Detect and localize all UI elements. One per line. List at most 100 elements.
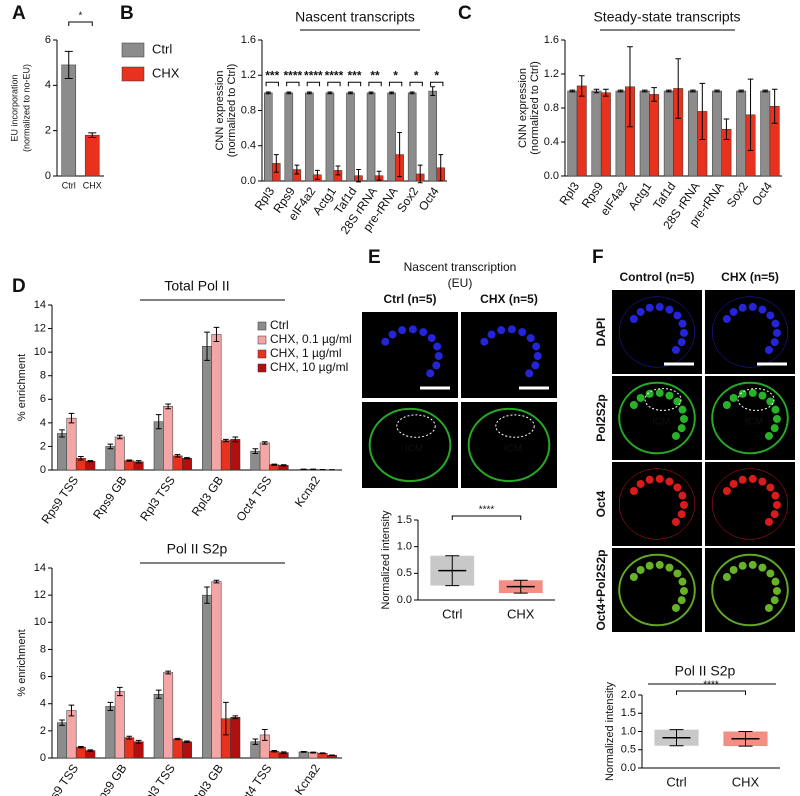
- bar: [124, 460, 135, 471]
- error-bar: [300, 750, 307, 753]
- x-tick-label: Rpl3 TSS: [137, 474, 178, 524]
- error-bar: [280, 464, 287, 467]
- nucleus: [729, 479, 738, 488]
- embryo-outline: [618, 468, 696, 540]
- embryo-outline: [368, 407, 452, 483]
- nucleus: [677, 510, 686, 519]
- sig-label: ***: [265, 68, 279, 82]
- micrograph: [362, 402, 458, 488]
- nucleus: [433, 342, 442, 351]
- error-bar: [68, 704, 75, 717]
- nucleus: [434, 352, 443, 361]
- y-tick-label: 0.5: [621, 744, 636, 756]
- x-tick-label: Oct4: [749, 179, 775, 208]
- chart-title: Pol II S2p: [167, 541, 228, 557]
- bar: [220, 440, 231, 471]
- error-bar: [294, 164, 300, 175]
- micrograph: [705, 548, 795, 632]
- bar: [172, 738, 183, 759]
- error-bar: [348, 91, 353, 95]
- error-bar: [165, 670, 171, 675]
- nucleus: [679, 414, 688, 423]
- bar: [366, 92, 376, 182]
- nucleus: [738, 389, 747, 398]
- y-axis-label: CNN expression: [214, 70, 226, 150]
- bar: [298, 751, 309, 759]
- bar: [124, 737, 135, 759]
- y-tick-label: 4: [40, 417, 46, 429]
- y-tick-label: 12: [34, 589, 46, 601]
- nucleus: [729, 393, 738, 402]
- legend-label: CHX, 10 µg/ml: [270, 360, 348, 374]
- y-tick-label: 0.0: [241, 175, 256, 187]
- error-bar: [569, 89, 576, 93]
- error-bar: [223, 438, 229, 443]
- image-row-label: Pol2S2p: [594, 394, 608, 441]
- error-bar: [747, 78, 754, 151]
- x-tick-label: Ctrl: [666, 774, 686, 789]
- error-bar: [165, 403, 171, 410]
- nucleus: [677, 338, 686, 347]
- bar: [84, 134, 100, 177]
- error-bar: [771, 88, 778, 124]
- nucleus: [671, 517, 680, 526]
- y-tick-label: 0: [40, 752, 46, 764]
- image-column-label: CHX (n=5): [480, 292, 538, 306]
- sig-bracket: [451, 515, 522, 520]
- bar: [663, 90, 674, 177]
- error-bar: [261, 441, 268, 445]
- nucleus: [678, 405, 687, 414]
- error-bar: [232, 715, 239, 720]
- nucleus: [678, 577, 687, 586]
- error-bar: [204, 331, 210, 361]
- legend-swatch: [257, 321, 267, 331]
- nucleus: [766, 311, 775, 320]
- x-tick-label: Sox2: [724, 179, 751, 210]
- error-bar: [314, 169, 320, 180]
- error-bar: [78, 455, 84, 461]
- nucleus: [738, 475, 747, 484]
- nucleus: [645, 475, 654, 484]
- x-tick-label: Rps9 TSS: [39, 762, 82, 796]
- error-bar: [87, 749, 94, 752]
- error-bar: [714, 89, 720, 93]
- nucleus: [748, 388, 757, 397]
- sig-label: ****: [283, 68, 302, 82]
- y-tick-label: 2.0: [621, 689, 636, 701]
- y-tick-label: 12: [34, 322, 46, 334]
- nucleus: [655, 560, 664, 569]
- nucleus: [764, 431, 773, 440]
- micrograph: [612, 462, 702, 546]
- error-bar: [593, 88, 600, 94]
- y-axis-label: Normalized intensity: [604, 681, 616, 781]
- bar: [211, 334, 222, 471]
- nucleus: [665, 563, 674, 572]
- x-tick-label: CHX: [732, 774, 760, 789]
- panel-header: Nascent transcription: [404, 260, 517, 274]
- x-tick-label: Sox2: [394, 184, 421, 215]
- bar: [182, 741, 192, 759]
- nucleus: [772, 500, 781, 509]
- embryo-outline: [618, 381, 696, 455]
- y-tick-label: 0.8: [544, 102, 559, 114]
- sig-bracket: [430, 81, 444, 87]
- y-tick-label: 10: [34, 346, 46, 358]
- error-bar: [252, 738, 259, 745]
- error-bar: [723, 118, 730, 140]
- y-tick-label: 2: [40, 440, 46, 452]
- nucleus: [758, 305, 767, 314]
- sig-bracket: [388, 81, 403, 87]
- nucleus: [729, 307, 738, 316]
- y-tick-label: 1.0: [397, 541, 412, 553]
- bar: [61, 64, 77, 177]
- nucleus: [645, 561, 654, 570]
- x-tick-label: Rps9 GB: [90, 762, 129, 796]
- chart-title: Nascent transcripts: [295, 9, 415, 25]
- y-tick-label: 0.4: [544, 136, 559, 148]
- nucleus: [432, 361, 441, 370]
- y-tick-label: 1.6: [241, 34, 256, 46]
- nucleus: [388, 330, 397, 339]
- y-tick-label: 8: [40, 370, 46, 382]
- x-tick-label: Oct4 TSS: [233, 762, 274, 796]
